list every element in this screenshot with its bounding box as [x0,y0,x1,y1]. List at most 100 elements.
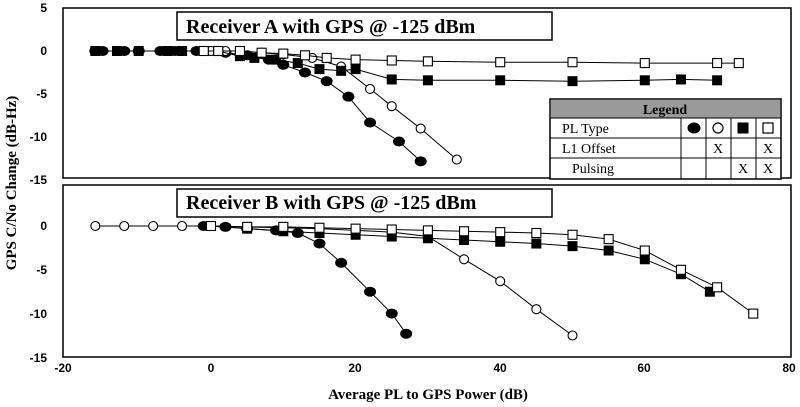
legend-pulsing-mark: X [738,162,748,177]
data-point-filled-square [386,74,397,85]
data-point-filled-square [495,236,506,247]
data-point-open-square [712,282,723,293]
data-point-filled-square [495,75,506,86]
panel-a-frame [62,7,792,179]
x-tick-labels: -20 0 20 40 60 80 [54,361,796,375]
data-point-open-circle [495,276,506,287]
data-point-open-square [422,56,433,67]
data-point-open-circle [386,101,397,112]
y-axis-title: GPS C/No Change (dB-Hz) [4,96,20,271]
legend-row-label: L1 Offset [562,142,616,157]
panel-a-title-box [176,11,553,41]
data-point-filled-square [162,46,173,56]
data-point-open-square [733,58,744,69]
data-point-filled-square [567,76,578,87]
data-point-filled-square [675,74,686,85]
data-point-open-circle [458,254,470,265]
panel-a-plot [89,45,744,167]
x-tick-label: 80 [782,361,796,375]
x-tick-label: 0 [208,361,215,375]
data-point-open-circle [148,220,159,232]
y-tick-label: 0 [40,44,47,58]
data-point-filled-square [639,75,650,86]
legend-open-circle-marker [712,122,724,134]
data-point-filled-square [422,75,433,86]
data-point-open-circle [365,83,376,94]
data-point-open-square [198,45,209,57]
y-tick-label: -5 [36,87,47,101]
data-point-open-square [278,48,289,59]
panel-b-y-tick-labels: 0 -5 -10 -15 [30,219,48,365]
data-point-open-circle [567,330,578,341]
data-point-open-square [350,54,361,65]
data-point-filled-circle [320,76,333,87]
data-point-open-square [495,57,506,68]
data-point-filled-circle [385,308,398,319]
legend-l1-offset-mark: X [763,142,773,157]
data-point-filled-square [350,64,361,75]
legend-open-square-marker [762,122,774,134]
y-tick-label: -5 [36,263,47,277]
data-point-open-square [314,222,325,233]
data-point-open-square [567,229,578,240]
panel-b-title-box [176,188,553,218]
data-point-open-square [531,227,542,239]
data-point-open-square [567,57,578,68]
data-point-open-circle [415,123,426,134]
data-point-filled-square [459,235,470,246]
data-point-open-square [639,245,650,256]
x-tick-label: 20 [348,361,362,375]
x-tick-label: -20 [54,361,72,375]
data-point-open-circle [531,304,542,315]
panel-b-plot [90,220,759,341]
series-line-filled-circle [95,50,422,162]
data-point-open-square [213,45,224,57]
data-point-open-square [350,223,361,234]
data-point-open-square [386,224,397,235]
series-line-filled-square [95,50,718,82]
panel-b-title: Receiver B with GPS @ -125 dBm [186,192,477,214]
panel-b-frame [62,184,792,358]
data-point-filled-circle [414,156,427,167]
data-point-open-square [458,226,470,237]
data-point-filled-square [336,65,347,76]
data-point-filled-circle [335,257,348,268]
y-tick-label: 5 [40,1,47,15]
data-point-filled-circle [364,286,377,297]
x-tick-label: 40 [493,361,507,375]
legend-pulsing-mark: X [763,162,773,177]
legend-row-label: Pulsing [572,162,614,177]
data-point-open-circle [90,220,101,232]
data-point-filled-square [314,64,325,75]
data-point-filled-square [271,54,282,65]
data-point-filled-square [712,75,723,86]
data-point-filled-circle [364,117,377,128]
data-point-open-square [748,308,759,319]
series-line-filled-circle [203,225,407,334]
series-line-open-square [210,225,754,315]
data-point-open-circle [119,220,130,232]
data-point-open-square [205,220,217,232]
x-tick-label: 60 [637,361,651,375]
data-point-filled-circle [298,67,311,78]
data-point-open-square [299,50,311,61]
data-point-open-square [278,221,289,232]
legend-row-label: PL Type [562,122,609,137]
panel-a-title: Receiver A with GPS @ -125 dBm [186,16,476,38]
data-point-open-square [639,58,650,69]
legend-filled-square-marker [737,122,749,134]
data-point-open-square [675,264,687,275]
data-point-open-circle [451,154,462,165]
y-tick-label: -10 [30,307,48,321]
data-point-open-square [603,234,614,245]
data-point-open-square [386,55,397,66]
panel-a-y-tick-labels: 5 0 -5 -10 -15 [30,1,48,187]
data-point-open-square [495,227,506,238]
data-point-open-square [422,225,433,236]
data-point-filled-square [531,238,542,249]
data-point-open-square [234,45,245,57]
data-point-filled-circle [291,228,304,239]
data-point-filled-circle [342,91,355,102]
data-point-filled-square [90,46,101,56]
data-point-filled-square [249,52,260,63]
